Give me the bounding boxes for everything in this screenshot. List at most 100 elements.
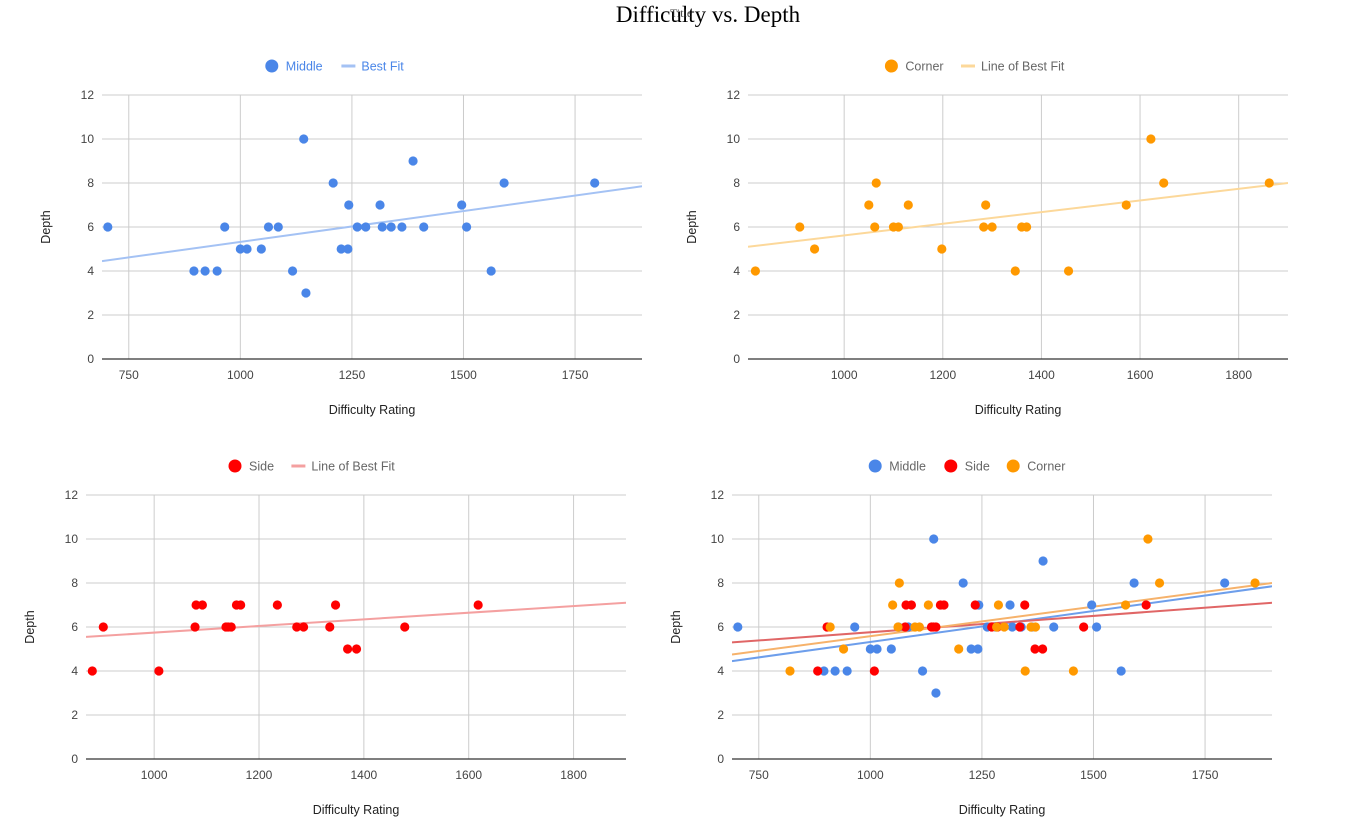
y-tick-label: 4 (733, 264, 740, 278)
legend-item-best-fit: Best Fit (341, 60, 404, 74)
data-point-middle (273, 222, 283, 232)
fit-line-line-of-best-fit (86, 601, 626, 638)
data-point-middle (590, 178, 600, 188)
chart-4: 0 2 4 6 8 10 12 750 1000 1250 1500 1750 Difficulty R… (669, 459, 1272, 817)
data-point-middle (336, 244, 346, 254)
data-point-side (1038, 644, 1048, 654)
data-point-corner (1264, 178, 1274, 188)
data-point-corner (785, 666, 795, 676)
data-point-side (1141, 600, 1151, 610)
data-point-middle (462, 222, 472, 232)
data-point-corner (903, 200, 913, 210)
data-point-side (98, 622, 108, 632)
data-point-corner (1143, 534, 1153, 544)
y-tick-label: 10 (711, 532, 725, 546)
x-tick-label: 1250 (339, 368, 366, 382)
data-point-corner (914, 622, 925, 632)
data-point-middle (499, 178, 509, 188)
legend: Side Line of Best Fit (228, 459, 395, 474)
x-tick-label: 1250 (969, 768, 996, 782)
data-point-middle (1129, 578, 1139, 588)
data-point-middle (865, 644, 875, 654)
legend-label: Corner (905, 60, 943, 74)
data-point-side (197, 600, 207, 610)
data-point-corner (999, 622, 1009, 632)
y-tick-label: 0 (717, 752, 724, 766)
x-axis-label: Difficulty Rating (313, 803, 400, 817)
data-point-side (970, 600, 980, 610)
y-tick-label: 6 (733, 220, 740, 234)
data-point-middle (200, 266, 210, 276)
data-point-corner (1154, 578, 1165, 588)
data-point-corner (1121, 600, 1131, 610)
y-tick-label: 10 (727, 132, 741, 146)
y-tick-label: 4 (71, 664, 78, 678)
data-point-middle (850, 622, 860, 632)
legend-item-line-of-best-fit: Line of Best Fit (291, 460, 395, 474)
x-tick-label: 1500 (450, 368, 477, 382)
y-tick-label: 2 (87, 308, 94, 322)
legend-item-middle: Middle (868, 459, 926, 474)
x-tick-label: 1750 (562, 368, 589, 382)
data-point-corner (871, 178, 881, 188)
data-point-side (330, 600, 341, 610)
data-point-corner (870, 222, 880, 232)
legend-item-side: Side (944, 459, 990, 474)
legend-item-corner: Corner (884, 59, 944, 74)
y-tick-label: 10 (65, 532, 79, 546)
data-point-middle (931, 688, 941, 698)
data-point-corner (1010, 266, 1020, 276)
data-point-middle (1007, 622, 1017, 632)
data-point-side (1079, 622, 1089, 632)
fit-lines (748, 182, 1288, 248)
x-tick-label: 1800 (560, 768, 587, 782)
data-point-corner (923, 600, 933, 610)
data-point-side (292, 622, 302, 632)
y-tick-label: 4 (717, 664, 724, 678)
y-tick-label: 12 (711, 488, 725, 502)
data-point-middle (287, 266, 298, 276)
x-tick-label: 1400 (351, 768, 378, 782)
data-point-corner (937, 244, 947, 254)
data-point-side (869, 666, 879, 676)
x-tick-label: 1000 (141, 768, 168, 782)
x-tick-label: 1000 (227, 368, 254, 382)
data-point-middle (352, 222, 362, 232)
legend-label: Line of Best Fit (311, 460, 395, 474)
data-point-side (190, 622, 200, 632)
y-tick-label: 8 (87, 176, 94, 190)
legend-label: Best Fit (361, 60, 404, 74)
x-tick-label: 1000 (831, 368, 858, 382)
legend-marker-dot (884, 59, 898, 73)
data-point-middle (377, 222, 387, 232)
legend: Middle Best Fit (265, 59, 404, 74)
x-tick-label: 1750 (1192, 768, 1219, 782)
series-middle (733, 534, 1230, 698)
data-point-corner (1250, 578, 1260, 588)
data-point-side (473, 600, 483, 610)
data-point-middle (263, 222, 274, 232)
data-point-corner (838, 644, 849, 654)
data-point-side (931, 622, 941, 632)
y-tick-label: 6 (717, 620, 724, 634)
data-point-middle (299, 134, 309, 144)
y-tick-label: 0 (733, 352, 740, 366)
data-point-corner (1022, 222, 1032, 232)
y-tick-label: 6 (87, 220, 94, 234)
legend-label: Side (965, 460, 990, 474)
chart-3: 0 2 4 6 8 10 12 1000 1200 1400 1600 1800 Difficulty … (23, 459, 626, 817)
y-tick-label: 0 (87, 352, 94, 366)
series-corner (750, 134, 1274, 276)
data-point-middle (1220, 578, 1230, 588)
data-point-side (1020, 600, 1030, 610)
x-axis-label: Difficulty Rating (959, 803, 1046, 817)
data-point-corner (864, 200, 874, 210)
data-point-corner (795, 222, 805, 232)
data-point-middle (486, 266, 496, 276)
legend-label: Middle (286, 60, 323, 74)
x-axis-label: Difficulty Rating (329, 403, 416, 417)
y-tick-label: 4 (87, 264, 94, 278)
data-point-corner (993, 600, 1004, 610)
y-tick-label: 8 (717, 576, 724, 590)
